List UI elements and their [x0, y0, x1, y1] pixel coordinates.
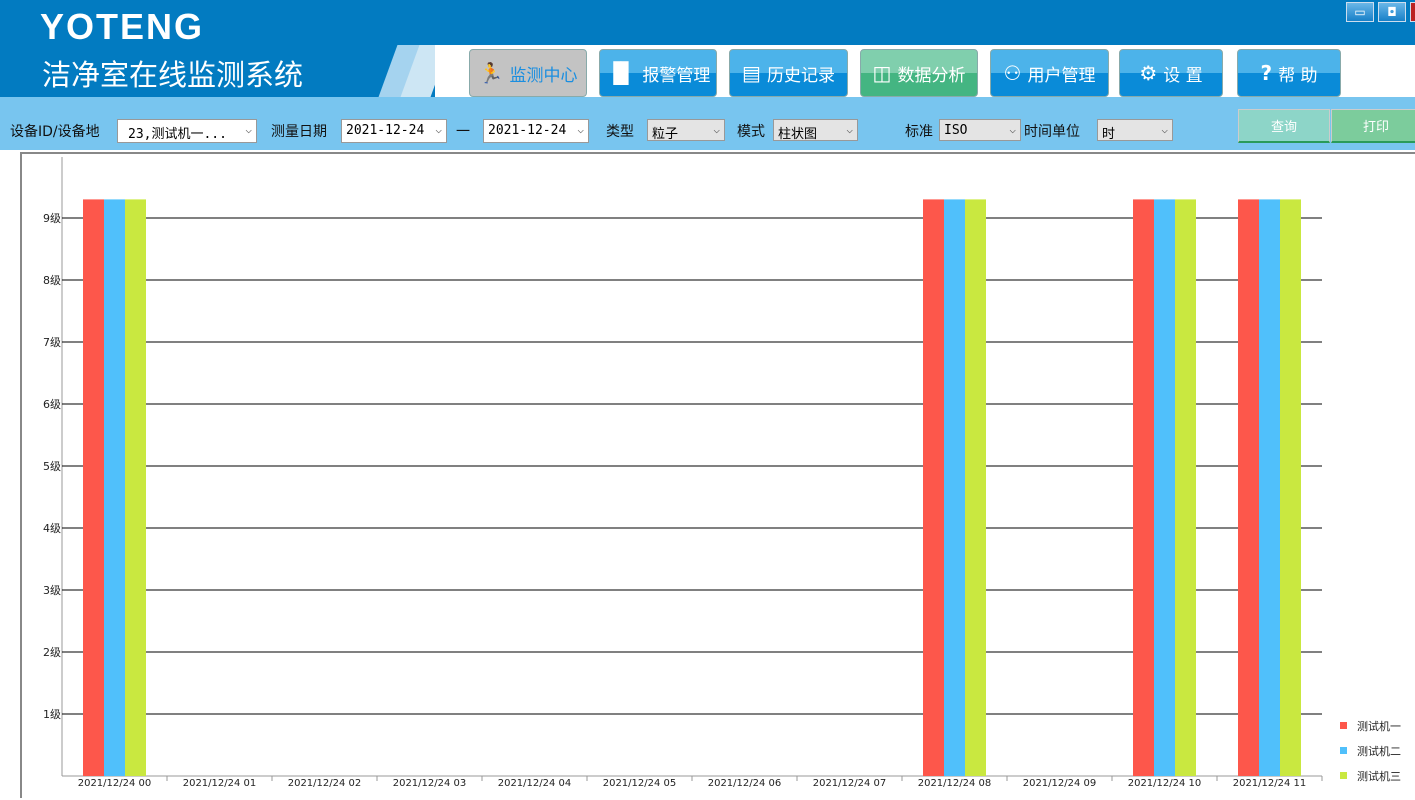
chevron-down-icon: ⌵ [577, 123, 584, 136]
x-tick-label: 2021/12/24 01 [183, 778, 257, 789]
nav-label: 设 置 [1163, 65, 1203, 86]
y-tick-label: 3级 [43, 584, 61, 597]
time-unit-select[interactable]: 时 ⌵ [1097, 119, 1173, 142]
x-tick-label: 2021/12/24 11 [1233, 778, 1307, 789]
nav-question-button[interactable]: ? 帮 助 [1237, 49, 1341, 97]
y-tick-label: 5级 [43, 460, 61, 473]
document-icon: ▤ [742, 61, 761, 85]
y-tick-label: 4级 [43, 522, 61, 535]
bar-1 [1238, 199, 1259, 776]
type-select[interactable]: 粒子 ⌵ [647, 119, 725, 142]
nav-document-button[interactable]: ▤ 历史记录 [729, 49, 848, 97]
standard-value: ISO [944, 123, 968, 138]
time-unit-label: 时间单位 [1024, 124, 1080, 140]
legend-swatch [1340, 772, 1347, 779]
book-chart-icon: ◫ [872, 61, 892, 85]
legend-label: 测试机三 [1357, 769, 1401, 783]
x-tick-label: 2021/12/24 08 [918, 778, 992, 789]
mode-label: 模式 [737, 124, 765, 140]
restore-button[interactable]: ◘ [1378, 2, 1406, 22]
nav-label: 监测中心 [509, 65, 578, 86]
bar-1 [1133, 199, 1154, 776]
chevron-down-icon: ⌵ [435, 123, 442, 136]
x-tick-label: 2021/12/24 07 [813, 778, 887, 789]
x-tick-label: 2021/12/24 05 [603, 778, 677, 789]
type-value: 粒子 [652, 127, 679, 142]
x-tick-label: 2021/12/24 02 [288, 778, 362, 789]
chart-panel: 1级 2级 3级 4级 5级 6级 7级 8级 9级 2021/12/24 00 2021/12/2… [20, 152, 1415, 798]
chevron-down-icon: ⌵ [1009, 123, 1016, 136]
y-tick-label: 6级 [43, 398, 61, 411]
nav-bar-chart-button[interactable]: ▐▌ 报警管理 [599, 49, 717, 97]
gear-icon: ⚙ [1139, 61, 1158, 85]
bar-2 [944, 199, 965, 776]
device-value: 23,测试机一... [128, 127, 227, 142]
date-from-picker[interactable]: 2021-12-24 ⌵ [341, 119, 447, 143]
x-tick-label: 2021/12/24 09 [1023, 778, 1097, 789]
chevron-down-icon: ⌵ [1161, 123, 1168, 136]
date-separator: 一 [456, 124, 470, 140]
y-tick-label: 1级 [43, 708, 61, 721]
bar-2 [1259, 199, 1280, 776]
chevron-down-icon: ⌵ [245, 123, 252, 136]
x-tick-label: 2021/12/24 10 [1128, 778, 1202, 789]
standard-select[interactable]: ISO ⌵ [939, 119, 1021, 141]
running-man-icon: 🏃 [478, 61, 504, 85]
nav-label: 历史记录 [766, 65, 835, 86]
query-button[interactable]: 查询 [1238, 109, 1330, 143]
date-label: 测量日期 [271, 124, 327, 140]
nav-gear-button[interactable]: ⚙ 设 置 [1119, 49, 1223, 97]
y-tick-label: 2级 [43, 646, 61, 659]
nav-users-button[interactable]: ⚇ 用户管理 [990, 49, 1109, 97]
bar-3 [125, 199, 146, 776]
device-select[interactable]: 23,测试机一... ⌵ [117, 119, 257, 143]
mode-value: 柱状图 [778, 127, 818, 142]
date-from-value: 2021-12-24 [346, 123, 425, 138]
date-to-value: 2021-12-24 [488, 123, 567, 138]
bar-3 [1280, 199, 1301, 776]
bar-3 [965, 199, 986, 776]
bar-chart: 1级 2级 3级 4级 5级 6级 7级 8级 9级 2021/12/24 00 2021/12/2… [43, 157, 1401, 789]
device-label: 设备ID/设备地 [10, 124, 100, 140]
bar-1 [83, 199, 104, 776]
question-icon: ? [1260, 61, 1273, 85]
legend-swatch [1340, 722, 1347, 729]
nav-running-man-button[interactable]: 🏃 监测中心 [469, 49, 587, 97]
chevron-down-icon: ⌵ [713, 123, 720, 136]
x-tick-label: 2021/12/24 03 [393, 778, 467, 789]
print-button[interactable]: 打印 [1331, 109, 1415, 143]
x-tick-label: 2021/12/24 06 [708, 778, 782, 789]
bar-2 [104, 199, 125, 776]
nav-label: 用户管理 [1027, 65, 1096, 86]
legend-label: 测试机一 [1357, 719, 1401, 733]
logo: YOTENG [40, 6, 205, 47]
bar-3 [1175, 199, 1196, 776]
y-tick-label: 8级 [43, 274, 61, 287]
close-button[interactable] [1410, 2, 1415, 22]
nav-book-chart-button[interactable]: ◫ 数据分析 [860, 49, 978, 97]
legend-label: 测试机二 [1357, 744, 1401, 758]
date-to-picker[interactable]: 2021-12-24 ⌵ [483, 119, 589, 143]
x-tick-label: 2021/12/24 04 [498, 778, 572, 789]
minimize-button[interactable]: ▭ [1346, 2, 1374, 22]
legend-swatch [1340, 747, 1347, 754]
nav-label: 数据分析 [897, 65, 966, 86]
chevron-down-icon: ⌵ [846, 123, 853, 136]
y-tick-label: 7级 [43, 336, 61, 349]
bar-1 [923, 199, 944, 776]
time-unit-value: 时 [1102, 127, 1116, 142]
type-label: 类型 [606, 124, 634, 140]
bar-chart-icon: ▐▌ [605, 61, 637, 85]
app-title: 洁净室在线监测系统 [42, 58, 304, 92]
standard-label: 标准 [905, 124, 933, 140]
x-tick-label: 2021/12/24 00 [78, 778, 152, 789]
users-icon: ⚇ [1003, 61, 1022, 85]
nav-label: 报警管理 [642, 65, 711, 86]
mode-select[interactable]: 柱状图 ⌵ [773, 119, 858, 142]
bar-2 [1154, 199, 1175, 776]
y-tick-label: 9级 [43, 212, 61, 225]
nav-label: 帮 助 [1278, 65, 1318, 86]
